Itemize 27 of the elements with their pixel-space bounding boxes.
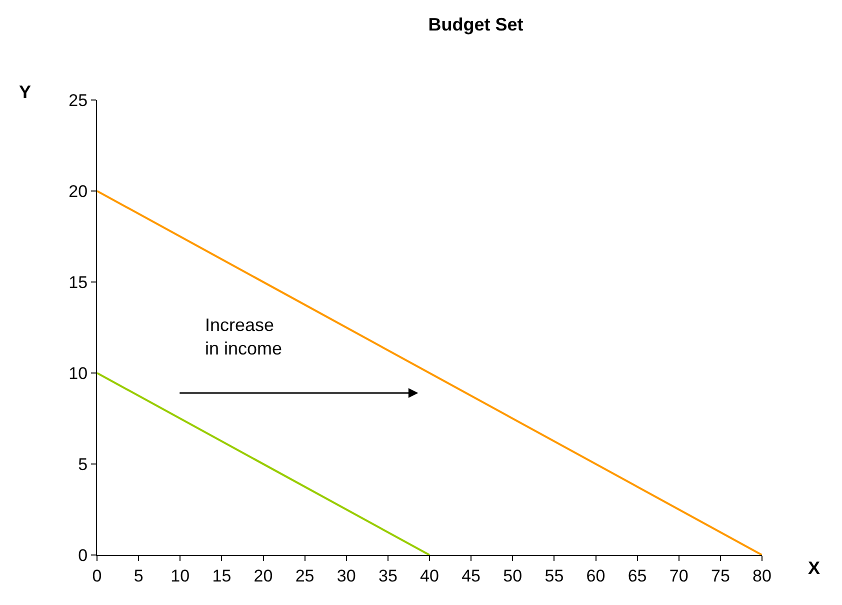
x-tick-label: 30 — [336, 566, 356, 586]
x-tick-label: 50 — [503, 566, 522, 586]
x-tick-label: 70 — [669, 566, 688, 586]
x-tick-label: 15 — [212, 566, 232, 586]
x-tick-label: 10 — [170, 566, 190, 586]
x-tick-label: 0 — [92, 566, 102, 586]
x-tick-label: 40 — [420, 566, 439, 586]
y-tick-label: 15 — [68, 272, 88, 292]
y-tick-label: 5 — [78, 454, 88, 474]
y-tick-label: 0 — [78, 546, 88, 565]
y-tick-label: 20 — [68, 182, 88, 201]
x-tick-label: 25 — [295, 566, 314, 586]
x-tick-label: 80 — [752, 566, 772, 586]
x-tick-label: 65 — [628, 566, 647, 586]
chart-title: Budget Set — [428, 14, 524, 34]
y-tick-label: 25 — [68, 90, 88, 110]
x-tick-label: 35 — [378, 566, 398, 586]
x-tick-label: 20 — [254, 566, 273, 586]
x-axis-title: X — [808, 558, 820, 578]
annotation: Increase in income — [205, 315, 282, 358]
x-tick-label: 45 — [462, 566, 481, 586]
x-tick-label: 5 — [134, 566, 144, 586]
x-tick-label: 55 — [544, 566, 564, 586]
x-tick-label: 75 — [710, 566, 730, 586]
y-axis-title: Y — [19, 82, 32, 102]
x-tick-label: 60 — [586, 566, 606, 586]
y-tick-label: 10 — [68, 364, 88, 383]
